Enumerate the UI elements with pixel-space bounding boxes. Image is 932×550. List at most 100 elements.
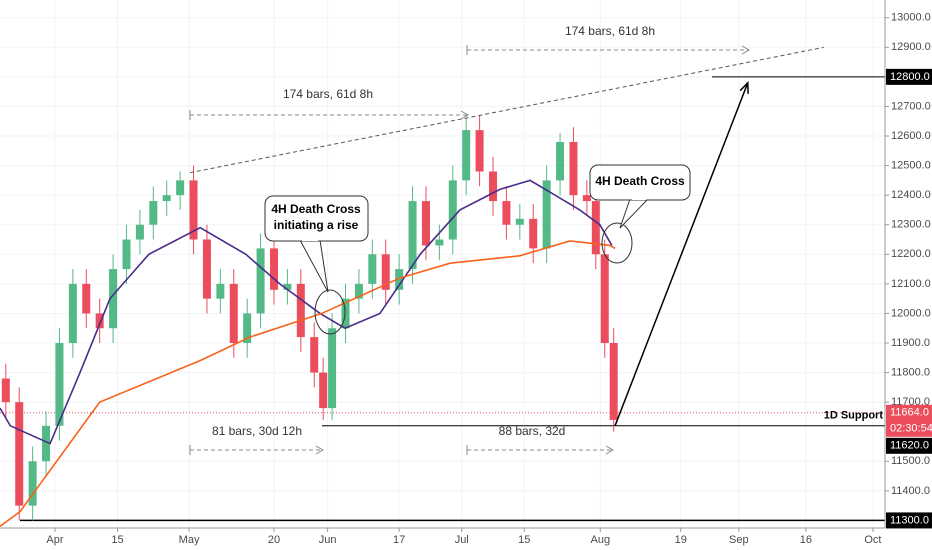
x-tick-label: Apr (46, 534, 63, 546)
measure-label: 88 bars, 32d (499, 424, 566, 438)
candle-body (189, 180, 198, 240)
candle-body (122, 239, 131, 270)
y-tick-label: 12200.0 (891, 248, 931, 260)
candle-body (448, 180, 457, 240)
candle-body (462, 130, 471, 181)
candle-body (569, 141, 578, 196)
y-tick-label: 12900.0 (891, 41, 931, 53)
candle-body (395, 269, 404, 290)
x-tick-label: 17 (393, 534, 405, 546)
candle-body (600, 254, 609, 344)
countdown: 02:30:54 (890, 423, 932, 435)
candle-body (176, 180, 185, 196)
moving-average (0, 240, 616, 527)
y-tick-label: 11900.0 (891, 337, 930, 349)
measure-1: 174 bars, 61d 8h (466, 24, 751, 55)
x-tick-label: Oct (864, 534, 881, 546)
candle-body (310, 337, 319, 373)
measure-2: 174 bars, 61d 8h (189, 87, 470, 120)
candle-body (202, 239, 211, 299)
candle-body (542, 180, 551, 249)
price-label-box (886, 437, 932, 454)
x-tick-label: May (179, 534, 200, 546)
measure-4: 88 bars, 32d (466, 424, 615, 455)
arrow-head (739, 80, 749, 94)
price-label: 11300.0 (890, 514, 929, 526)
candle-body (421, 201, 430, 246)
candle-body (109, 269, 118, 329)
candle-body (319, 372, 328, 409)
price-label-box (886, 68, 932, 85)
candle-body (381, 254, 390, 290)
price-label-box (886, 512, 932, 529)
candle-body (82, 283, 91, 314)
y-tick-label: 12400.0 (891, 189, 931, 201)
candle-body (42, 425, 51, 462)
x-tick-label: Aug (590, 534, 610, 546)
candle-body (269, 248, 278, 290)
x-tick-label: 20 (268, 534, 280, 546)
y-tick-label: 11500.0 (891, 455, 930, 467)
candle-body (229, 283, 238, 344)
price-label: 11664.0 (890, 407, 929, 419)
candle-body (296, 283, 305, 338)
y-tick-label: 12600.0 (891, 130, 931, 142)
candle-body (95, 313, 104, 329)
x-tick-label: 15 (518, 534, 530, 546)
y-tick-label: 12100.0 (891, 278, 931, 290)
price-label: 12800.0 (890, 71, 930, 83)
candle-body (135, 224, 144, 240)
callout-text: 4H Death Cross (595, 174, 685, 188)
trendline (189, 46, 824, 174)
y-tick-label: 12700.0 (891, 100, 931, 112)
candle-body (341, 298, 350, 329)
callout-text: initiating a rise (274, 218, 359, 232)
y-tick-label: 11800.0 (891, 366, 930, 378)
y-tick-label: 13000.0 (891, 12, 931, 24)
candle-body (582, 195, 591, 202)
x-tick-label: Sep (729, 534, 749, 546)
candle-body (515, 218, 524, 225)
candle-body (609, 343, 618, 420)
candle-body (243, 313, 252, 344)
candle-body (15, 402, 24, 506)
y-tick-label: 11400.0 (891, 485, 930, 497)
candle-body (256, 248, 265, 314)
y-tick-label: 12000.0 (891, 307, 931, 319)
candle-body (162, 195, 171, 202)
callout-2: 4H Death Cross (589, 164, 691, 264)
candle-body (408, 201, 417, 270)
price-label-box (886, 404, 932, 437)
plot: 1D Support (0, 46, 885, 527)
candle-body (28, 461, 37, 506)
measure-label: 174 bars, 61d 8h (565, 24, 655, 38)
candle-body (216, 283, 225, 299)
x-tick-label: Jun (319, 534, 337, 546)
candle-body (489, 171, 498, 202)
candle-body (475, 130, 484, 172)
candle-body (529, 218, 538, 249)
x-tick-label: Jul (455, 534, 469, 546)
candle-body (328, 328, 337, 409)
x-tick-label: 19 (675, 534, 687, 546)
candle-body (354, 283, 363, 299)
price-label: 11620.0 (890, 440, 929, 452)
measure-label: 81 bars, 30d 12h (212, 424, 302, 438)
measure-label: 174 bars, 61d 8h (283, 87, 373, 101)
candle-body (149, 201, 158, 225)
y-tick-label: 12500.0 (891, 159, 931, 171)
candle-body (368, 254, 377, 284)
candle-body (591, 201, 600, 255)
y-tick-label: 12300.0 (891, 219, 931, 231)
x-tick-label: 15 (111, 534, 123, 546)
candle-body (556, 141, 565, 181)
callout-1: 4H Death Cross initiating a rise (264, 195, 369, 335)
candle-body (283, 283, 292, 290)
grid (0, 0, 885, 528)
candle-body (68, 283, 77, 344)
x-tick-label: 16 (800, 534, 812, 546)
support-label: 1D Support (824, 410, 884, 422)
moving-average (0, 179, 613, 445)
